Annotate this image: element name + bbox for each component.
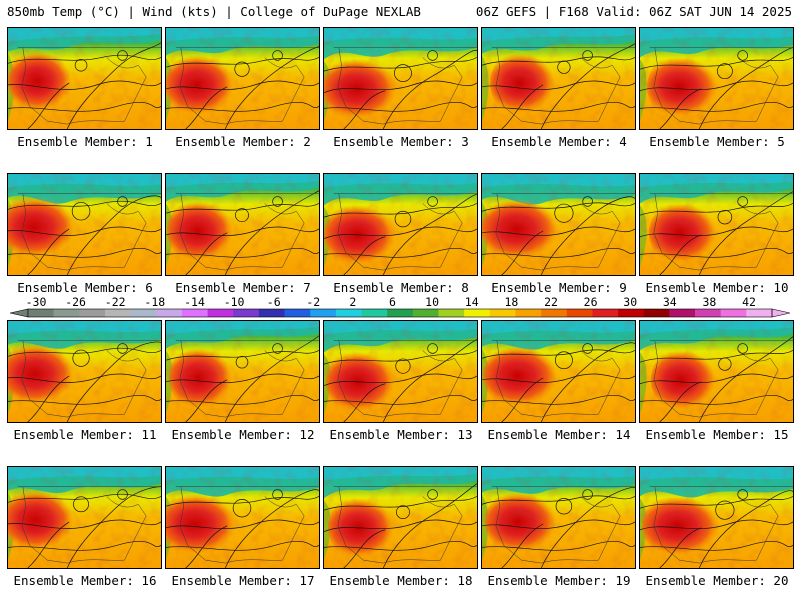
scale-swatch bbox=[258, 309, 285, 317]
scale-swatch bbox=[541, 309, 568, 317]
ensemble-member-label: Ensemble Member: 3 bbox=[333, 134, 469, 149]
scale-swatch bbox=[566, 309, 593, 317]
scale-swatch bbox=[335, 309, 362, 317]
ensemble-map-11 bbox=[7, 320, 162, 423]
ensemble-map-2 bbox=[165, 27, 320, 130]
scale-tick-label: 26 bbox=[584, 296, 598, 309]
ensemble-map-3 bbox=[323, 27, 478, 130]
ensemble-member-label: Ensemble Member: 15 bbox=[645, 427, 789, 442]
ensemble-member-label: Ensemble Member: 13 bbox=[329, 427, 473, 442]
scale-swatch bbox=[284, 309, 311, 317]
scale-tick-label: 14 bbox=[465, 296, 479, 309]
ensemble-map-20 bbox=[639, 466, 794, 569]
ensemble-map-1 bbox=[7, 27, 162, 130]
ensemble-map-17 bbox=[165, 466, 320, 569]
ensemble-member-label: Ensemble Member: 7 bbox=[175, 280, 311, 295]
scale-swatch bbox=[79, 309, 106, 317]
scale-swatch bbox=[618, 309, 645, 317]
scale-tick-label: -2 bbox=[306, 296, 320, 309]
ensemble-map-19 bbox=[481, 466, 636, 569]
scale-tick-label: -26 bbox=[65, 296, 86, 309]
scale-tick-label: 38 bbox=[702, 296, 716, 309]
ensemble-member-label: Ensemble Member: 11 bbox=[13, 427, 157, 442]
ensemble-member-label: Ensemble Member: 2 bbox=[175, 134, 311, 149]
scale-tick-label: -10 bbox=[224, 296, 245, 309]
scale-swatch bbox=[387, 309, 414, 317]
scale-swatch bbox=[310, 309, 337, 317]
ensemble-member-label: Ensemble Member: 6 bbox=[17, 280, 153, 295]
scale-swatch bbox=[207, 309, 234, 317]
scale-tick-label: 10 bbox=[425, 296, 439, 309]
ensemble-map-18 bbox=[323, 466, 478, 569]
ensemble-map-10 bbox=[639, 173, 794, 276]
ensemble-member-label: Ensemble Member: 12 bbox=[171, 427, 315, 442]
scale-tick-label: -6 bbox=[267, 296, 281, 309]
scale-swatch bbox=[515, 309, 542, 317]
scale-tick-label: 42 bbox=[742, 296, 756, 309]
ensemble-member-label: Ensemble Member: 14 bbox=[487, 427, 631, 442]
ensemble-member-label: Ensemble Member: 17 bbox=[171, 573, 315, 588]
ensemble-map-8 bbox=[323, 173, 478, 276]
scale-tick-label: -14 bbox=[184, 296, 205, 309]
ensemble-map-5 bbox=[639, 27, 794, 130]
ensemble-map-15 bbox=[639, 320, 794, 423]
ensemble-member-label: Ensemble Member: 16 bbox=[13, 573, 157, 588]
scale-left-arrow bbox=[9, 308, 29, 318]
scale-swatch bbox=[592, 309, 619, 317]
scale-swatch bbox=[28, 309, 54, 317]
valid-time: 06Z GEFS | F168 Valid: 06Z SAT JUN 14 20… bbox=[475, 4, 792, 19]
ensemble-map-7 bbox=[165, 173, 320, 276]
ensemble-member-label: Ensemble Member: 18 bbox=[329, 573, 473, 588]
ensemble-member-label: Ensemble Member: 20 bbox=[645, 573, 789, 588]
scale-swatch bbox=[746, 309, 773, 317]
ensemble-member-label: Ensemble Member: 5 bbox=[649, 134, 785, 149]
scale-swatch bbox=[233, 309, 260, 317]
scale-tick-label: 30 bbox=[623, 296, 637, 309]
ensemble-map-6 bbox=[7, 173, 162, 276]
scale-tick-label: 2 bbox=[349, 296, 356, 309]
scale-swatch bbox=[464, 309, 491, 317]
ensemble-member-label: Ensemble Member: 10 bbox=[645, 280, 789, 295]
ensemble-map-9 bbox=[481, 173, 636, 276]
scale-swatch bbox=[53, 309, 80, 317]
scale-swatch bbox=[695, 309, 721, 317]
ensemble-map-4 bbox=[481, 27, 636, 130]
ensemble-map-14 bbox=[481, 320, 636, 423]
scale-swatch bbox=[489, 309, 516, 317]
ensemble-map-12 bbox=[165, 320, 320, 423]
ensemble-map-16 bbox=[7, 466, 162, 569]
map-title: 850mb Temp (°C) | Wind (kts) | College o… bbox=[7, 4, 421, 19]
ensemble-member-label: Ensemble Member: 9 bbox=[491, 280, 627, 295]
scale-right-arrow bbox=[771, 308, 791, 318]
scale-swatch bbox=[643, 309, 670, 317]
scale-tick-label: -22 bbox=[105, 296, 126, 309]
scale-swatch bbox=[720, 309, 747, 317]
scale-swatch bbox=[669, 309, 696, 317]
scale-swatch bbox=[181, 309, 208, 317]
scale-tick-label: 18 bbox=[504, 296, 518, 309]
ensemble-member-label: Ensemble Member: 8 bbox=[333, 280, 469, 295]
scale-swatch bbox=[438, 309, 465, 317]
ensemble-member-label: Ensemble Member: 4 bbox=[491, 134, 627, 149]
scale-swatch bbox=[104, 309, 131, 317]
ensemble-member-label: Ensemble Member: 1 bbox=[17, 134, 153, 149]
scale-tick-label: 6 bbox=[389, 296, 396, 309]
color-scale-bar: -30 -26 -22 -18 -14 -10 -6 -2 2 6 10 14 18 22 26 30 34 38… bbox=[6, 296, 794, 320]
scale-swatch bbox=[361, 309, 388, 317]
scale-tick-label: -30 bbox=[26, 296, 47, 309]
scale-tick-label: 34 bbox=[663, 296, 677, 309]
ensemble-map-13 bbox=[323, 320, 478, 423]
scale-tick-label: -18 bbox=[144, 296, 165, 309]
scale-tick-label: 22 bbox=[544, 296, 558, 309]
scale-swatch bbox=[156, 309, 183, 317]
ensemble-member-label: Ensemble Member: 19 bbox=[487, 573, 631, 588]
scale-swatch bbox=[130, 309, 157, 317]
scale-swatch bbox=[412, 309, 439, 317]
